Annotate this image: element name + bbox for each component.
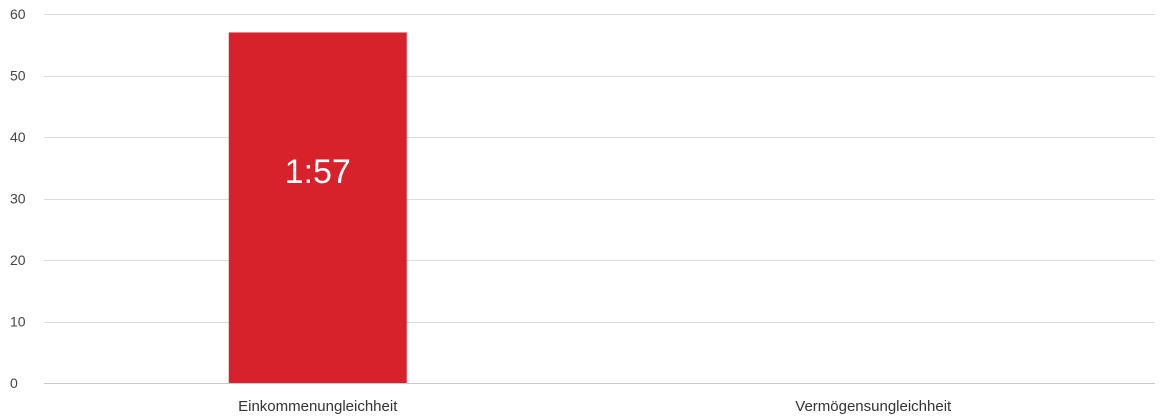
bars: 1:57 — [228, 32, 407, 383]
y-tick-label: 20 — [10, 252, 26, 268]
y-tick-label: 30 — [10, 191, 26, 207]
bar-data-label: 1:57 — [285, 153, 351, 191]
y-tick-label: 0 — [10, 375, 18, 391]
gridlines — [44, 14, 1155, 384]
x-tick-label: Einkommenungleichheit — [238, 398, 398, 415]
y-tick-label: 60 — [10, 6, 26, 22]
y-tick-label: 10 — [10, 314, 26, 330]
y-tick-label: 50 — [10, 68, 26, 84]
x-tick-label: Vermögensungleichheit — [795, 398, 952, 415]
y-tick-label: 40 — [10, 129, 26, 145]
y-axis-ticks: 0 10 20 30 40 50 60 — [10, 6, 26, 391]
x-axis-ticks: Einkommenungleichheit Vermögensungleichhe… — [238, 398, 952, 415]
bar-1 — [228, 32, 407, 383]
